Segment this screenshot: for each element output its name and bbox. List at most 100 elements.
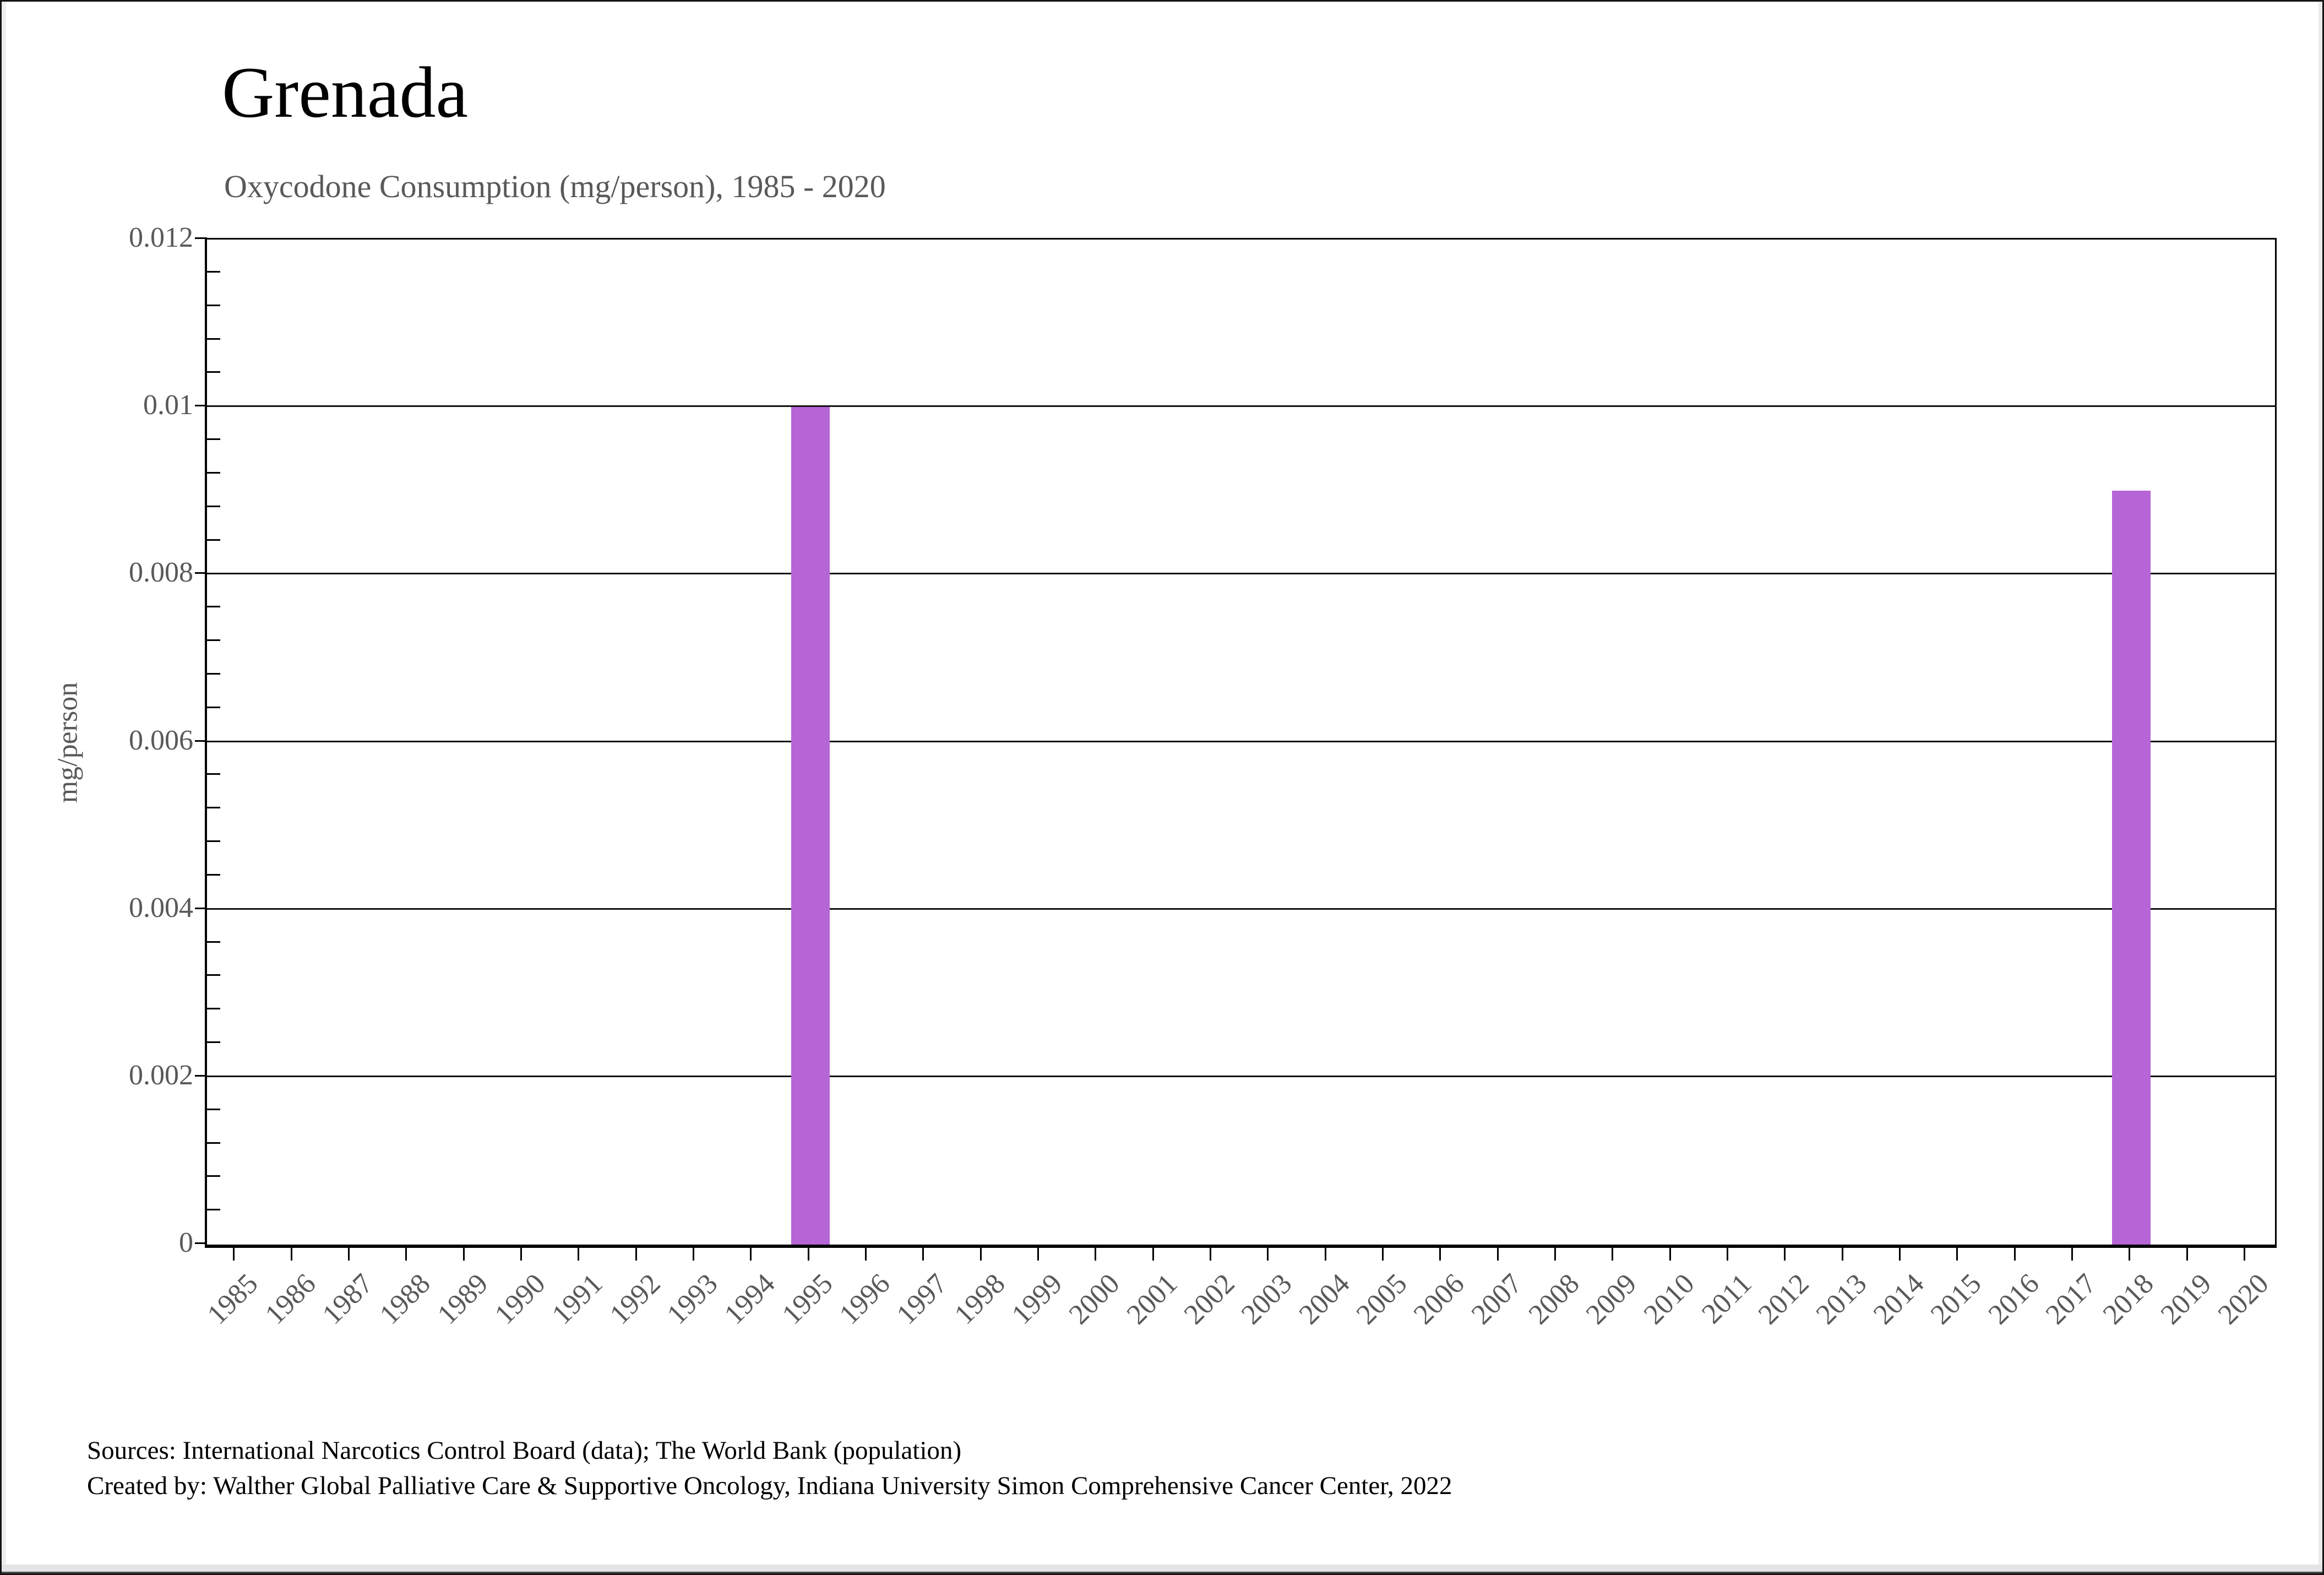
x-axis-tick xyxy=(1669,1245,1671,1261)
y-axis-major-tick xyxy=(195,740,207,742)
x-tick-label-2009: 2009 xyxy=(1580,1268,1643,1331)
bar-2018 xyxy=(2112,491,2151,1245)
x-axis-tick xyxy=(2013,1245,2016,1261)
x-tick-label-1988: 1988 xyxy=(373,1268,437,1331)
x-axis-tick xyxy=(2071,1245,2073,1261)
y-gridline xyxy=(207,1075,2275,1077)
y-tick-label-0.002: 0.002 xyxy=(129,1059,193,1091)
x-tick-label-2017: 2017 xyxy=(2039,1268,2103,1331)
x-tick-label-2019: 2019 xyxy=(2154,1268,2218,1331)
plot-area xyxy=(205,238,2277,1248)
y-gridline xyxy=(207,740,2275,742)
x-axis-tick xyxy=(1209,1245,1211,1261)
x-tick-label-1990: 1990 xyxy=(488,1268,552,1331)
y-axis-minor-tick xyxy=(207,1209,220,1211)
x-tick-label-2005: 2005 xyxy=(1350,1268,1413,1331)
y-axis-major-tick xyxy=(195,572,207,574)
y-gridline xyxy=(207,405,2275,408)
y-tick-label-0.006: 0.006 xyxy=(129,724,193,756)
bar-1995 xyxy=(791,407,830,1245)
y-axis-minor-tick xyxy=(207,438,220,440)
y-tick-label-0.008: 0.008 xyxy=(129,557,193,589)
y-axis-major-tick xyxy=(195,405,207,407)
x-tick-label-1993: 1993 xyxy=(661,1268,724,1331)
x-axis-tick xyxy=(692,1245,694,1261)
x-tick-label-1987: 1987 xyxy=(316,1268,379,1331)
y-gridline xyxy=(207,573,2275,575)
x-tick-label-2015: 2015 xyxy=(1924,1268,1988,1331)
x-tick-label-2006: 2006 xyxy=(1407,1268,1471,1331)
x-axis-tick xyxy=(1898,1245,1901,1261)
window-edge-bottom xyxy=(2,1565,2322,1573)
y-axis-major-tick xyxy=(195,907,207,909)
x-tick-label-1994: 1994 xyxy=(718,1268,781,1331)
y-axis-major-tick xyxy=(195,237,207,239)
x-axis-tick xyxy=(1381,1245,1384,1261)
x-axis-tick xyxy=(979,1245,982,1261)
x-tick-label-2020: 2020 xyxy=(2212,1268,2275,1331)
x-axis-tick xyxy=(1439,1245,1441,1261)
x-axis-tick xyxy=(347,1245,350,1261)
x-tick-label-1992: 1992 xyxy=(603,1268,667,1331)
y-axis-minor-tick xyxy=(207,1142,220,1144)
y-axis-minor-tick xyxy=(207,505,220,507)
y-axis-minor-tick xyxy=(207,706,220,708)
y-axis-minor-tick xyxy=(207,639,220,641)
x-axis-tick xyxy=(2186,1245,2188,1261)
x-axis-tick xyxy=(1267,1245,1269,1261)
x-tick-label-1997: 1997 xyxy=(890,1268,954,1331)
x-axis-tick xyxy=(922,1245,924,1261)
y-axis-minor-tick xyxy=(207,304,220,306)
x-tick-label-2001: 2001 xyxy=(1120,1268,1184,1331)
x-tick-label-2010: 2010 xyxy=(1637,1268,1701,1331)
y-axis-minor-tick xyxy=(207,941,220,943)
y-axis-major-tick xyxy=(195,1242,207,1244)
x-tick-label-1986: 1986 xyxy=(259,1268,322,1331)
x-tick-label-2000: 2000 xyxy=(1063,1268,1126,1331)
x-tick-label-1996: 1996 xyxy=(833,1268,896,1331)
x-axis-tick xyxy=(1037,1245,1039,1261)
x-tick-label-2018: 2018 xyxy=(2097,1268,2160,1331)
x-tick-label-2011: 2011 xyxy=(1695,1268,1758,1330)
x-axis-tick xyxy=(1612,1245,1614,1261)
x-axis-tick xyxy=(233,1245,235,1261)
y-axis-minor-tick xyxy=(207,1108,220,1110)
y-axis-minor-tick xyxy=(207,338,220,340)
x-axis-tick xyxy=(1324,1245,1326,1261)
y-axis-minor-tick xyxy=(207,539,220,541)
y-axis-major-tick xyxy=(195,1074,207,1077)
created-by-line: Created by: Walther Global Palliative Ca… xyxy=(87,1471,1452,1500)
y-axis-minor-tick xyxy=(207,270,220,273)
y-axis-minor-tick xyxy=(207,1175,220,1177)
x-tick-label-2007: 2007 xyxy=(1465,1268,1528,1331)
x-tick-label-1995: 1995 xyxy=(776,1268,839,1331)
y-axis-minor-tick xyxy=(207,840,220,842)
y-tick-label-0.004: 0.004 xyxy=(129,892,193,924)
x-axis-tick xyxy=(807,1245,809,1261)
y-axis-minor-tick xyxy=(207,371,220,373)
y-axis-minor-tick xyxy=(207,773,220,775)
x-tick-label-2002: 2002 xyxy=(1178,1268,1241,1331)
y-axis-minor-tick xyxy=(207,1008,220,1010)
x-axis-tick xyxy=(520,1245,522,1261)
x-tick-label-2013: 2013 xyxy=(1810,1268,1873,1331)
x-axis-tick xyxy=(2129,1245,2131,1261)
x-axis-tick xyxy=(864,1245,867,1261)
x-tick-label-1989: 1989 xyxy=(431,1268,494,1331)
y-axis-minor-tick xyxy=(207,974,220,976)
window-edge-left xyxy=(2,2,6,1573)
y-axis-title: mg/person xyxy=(52,682,84,803)
x-axis-tick xyxy=(578,1245,580,1261)
x-axis-tick xyxy=(405,1245,407,1261)
x-axis-tick xyxy=(1841,1245,1843,1261)
x-axis-tick xyxy=(1496,1245,1499,1261)
chart-subtitle: Oxycodone Consumption (mg/person), 1985 … xyxy=(224,169,886,204)
sources-line: Sources: International Narcotics Control… xyxy=(87,1436,962,1465)
x-tick-label-2008: 2008 xyxy=(1522,1268,1586,1331)
x-axis-tick xyxy=(2243,1245,2245,1261)
x-tick-label-2014: 2014 xyxy=(1867,1268,1930,1331)
window-edge-right xyxy=(2318,2,2322,1573)
chart-title: Grenada xyxy=(222,52,469,133)
y-axis-minor-tick xyxy=(207,873,220,876)
